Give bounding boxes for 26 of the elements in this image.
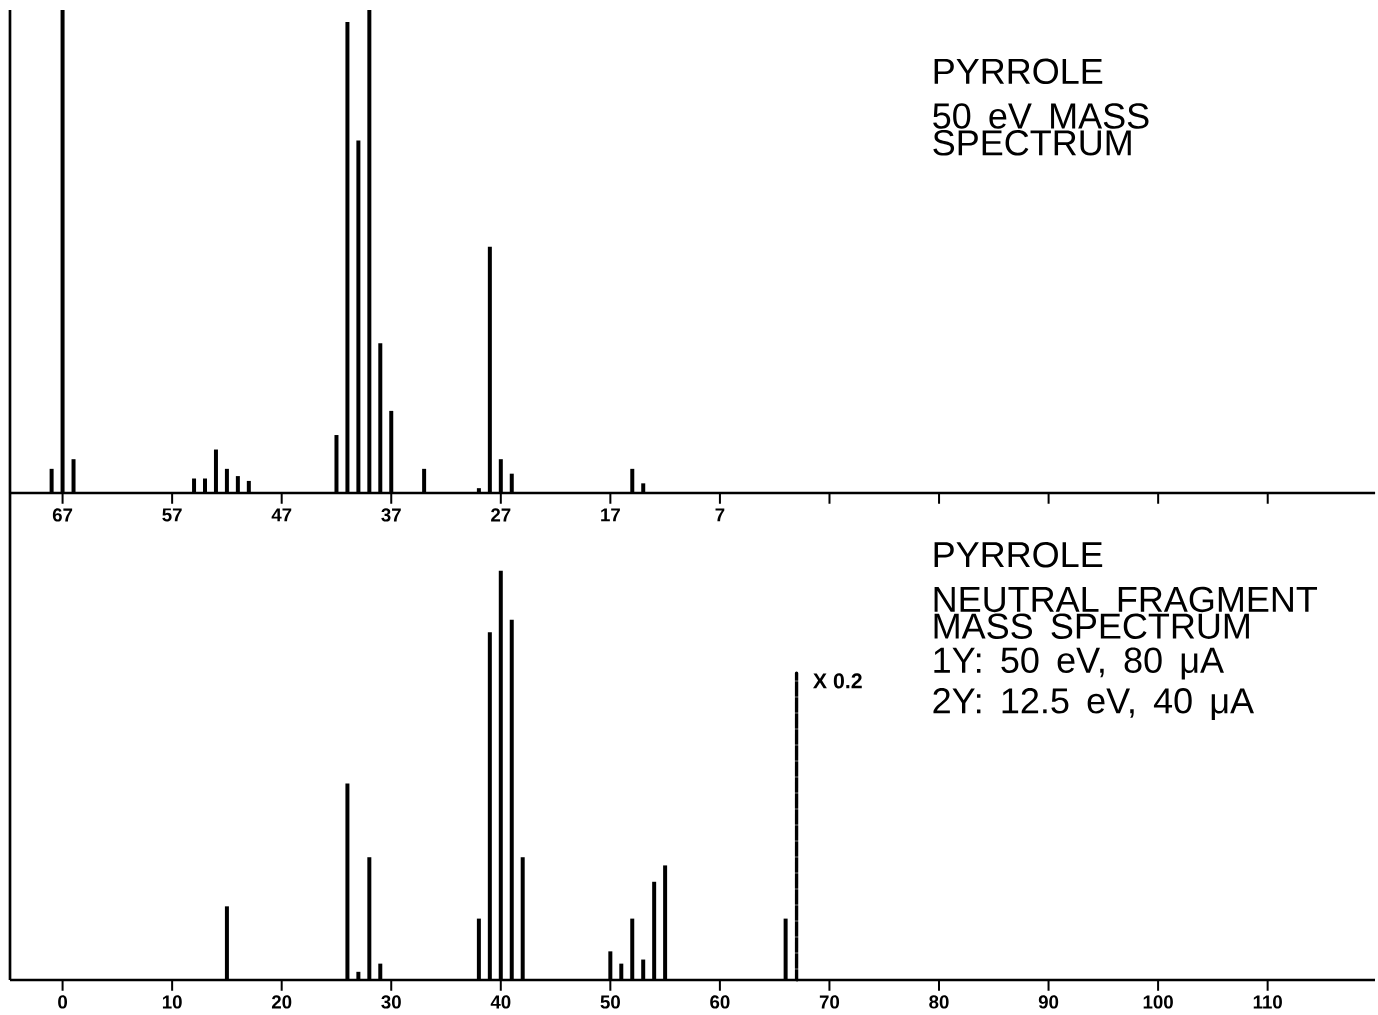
x-tick-label: 100 [1143, 995, 1173, 1009]
x-tick-label: 57 [162, 508, 182, 522]
annotation: 2Y: 12.5 eV, 40 μA [933, 688, 1254, 721]
x-tick-label: 50 [600, 995, 620, 1009]
x-tick-label: 30 [381, 995, 401, 1009]
x-tick-label: 10 [162, 995, 182, 1009]
x-tick-label: 17 [601, 508, 620, 522]
x-tick-label: 20 [271, 995, 292, 1009]
text: 50 eV MASS SPECTRUM [933, 103, 1149, 156]
text: NEUTRAL FRAGMENT MASS SPECTRUM [934, 586, 1318, 639]
x-tick-label: 67 [52, 508, 73, 522]
x-tick-label: 60 [710, 995, 730, 1009]
annotation: X 0.2 [813, 673, 862, 689]
x-tick-label: 70 [819, 995, 840, 1009]
x-tick-label: 27 [491, 508, 511, 522]
x-tick-label: 90 [1038, 995, 1059, 1009]
annotation: 1Y: 50 eV, 80 μA [934, 647, 1224, 680]
x-tick-label: 7 [715, 508, 725, 522]
x-tick-label: 40 [490, 995, 511, 1009]
x-tick-label: 80 [929, 995, 949, 1009]
x-tick-label: 47 [271, 508, 292, 522]
x-tick-label: 110 [1253, 995, 1282, 1009]
x-tick-label: 37 [381, 508, 401, 522]
text: PYRROLE [934, 58, 1103, 85]
chart-title: PYRROLE [934, 541, 1103, 568]
x-tick-label: 0 [58, 995, 68, 1009]
